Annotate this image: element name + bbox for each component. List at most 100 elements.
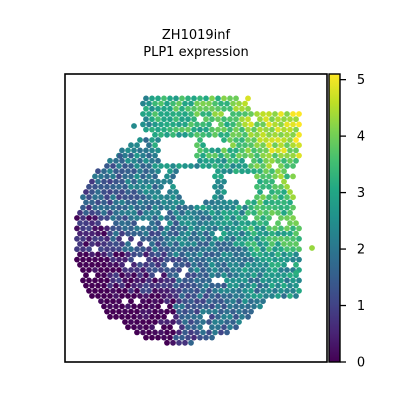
spot [275, 199, 281, 206]
spot [254, 246, 260, 253]
spot [143, 272, 149, 279]
spot [119, 147, 125, 154]
spot [149, 241, 155, 247]
spot [263, 241, 269, 247]
spot [230, 121, 236, 128]
spot [215, 199, 221, 206]
spot [170, 267, 176, 273]
spot [185, 105, 191, 112]
spot [116, 173, 122, 180]
spot [140, 111, 146, 117]
spot [119, 199, 125, 206]
spot [260, 142, 266, 149]
spot [113, 189, 119, 195]
spot [233, 199, 239, 206]
spot [224, 215, 230, 221]
spot [209, 199, 215, 206]
spot [110, 277, 116, 284]
spot [248, 256, 254, 263]
spot [152, 246, 158, 253]
spot [284, 246, 290, 253]
spot [122, 287, 128, 294]
spot [185, 241, 191, 247]
spot [245, 261, 251, 268]
spot [209, 157, 215, 164]
spot [164, 121, 170, 128]
spot [170, 215, 176, 221]
spot [272, 235, 278, 242]
spot [212, 256, 218, 263]
spot [164, 204, 170, 211]
spot [161, 334, 167, 341]
spot [125, 282, 131, 289]
spot [179, 334, 185, 341]
colorbar-tick-label-5: 5 [357, 73, 365, 88]
spot [236, 111, 242, 117]
spot [188, 287, 194, 294]
spot [98, 287, 104, 294]
spot [221, 324, 227, 331]
spot [251, 137, 257, 143]
spot [257, 147, 263, 154]
spot [269, 137, 275, 143]
colorbar-tick-label-0: 0 [357, 356, 365, 371]
spot [101, 293, 107, 299]
spot [176, 267, 182, 273]
spot [149, 95, 155, 102]
spot [221, 303, 227, 310]
spot [143, 105, 149, 112]
spot [263, 251, 269, 258]
spot [140, 121, 146, 128]
spot [149, 293, 155, 299]
spot [206, 163, 212, 169]
spot [254, 298, 260, 305]
spot [281, 147, 287, 154]
spot [194, 235, 200, 242]
spot [206, 152, 212, 159]
spot [290, 152, 296, 159]
spot [245, 116, 251, 123]
spot [239, 157, 245, 164]
spot [281, 137, 287, 143]
spot [278, 183, 284, 190]
spot [134, 183, 140, 190]
spot [92, 267, 98, 273]
spot [119, 230, 125, 237]
spot [236, 235, 242, 242]
spot [215, 209, 221, 216]
spot [146, 173, 152, 180]
spot [254, 183, 260, 190]
spot [164, 100, 170, 107]
spot [224, 100, 230, 107]
spot [200, 204, 206, 211]
spot [239, 209, 245, 216]
spot [188, 308, 194, 315]
spot [125, 272, 131, 279]
spot [191, 126, 197, 133]
spot [197, 282, 203, 289]
spot [251, 168, 257, 175]
spot [146, 111, 152, 117]
spot [200, 235, 206, 242]
spot [170, 111, 176, 117]
spot [197, 147, 203, 154]
spot [200, 308, 206, 315]
spot [200, 256, 206, 263]
spot [209, 293, 215, 299]
spot [161, 199, 167, 206]
spot [107, 157, 113, 164]
spot [167, 116, 173, 123]
spot [218, 329, 224, 336]
spot [152, 142, 158, 149]
spot [131, 282, 137, 289]
spot [167, 282, 173, 289]
spot [143, 209, 149, 216]
spot [110, 194, 116, 201]
spot [173, 261, 179, 268]
spot [200, 100, 206, 107]
spot [113, 168, 119, 175]
spot [218, 152, 224, 159]
spot [116, 267, 122, 273]
spot [128, 215, 134, 221]
spot [80, 267, 86, 273]
